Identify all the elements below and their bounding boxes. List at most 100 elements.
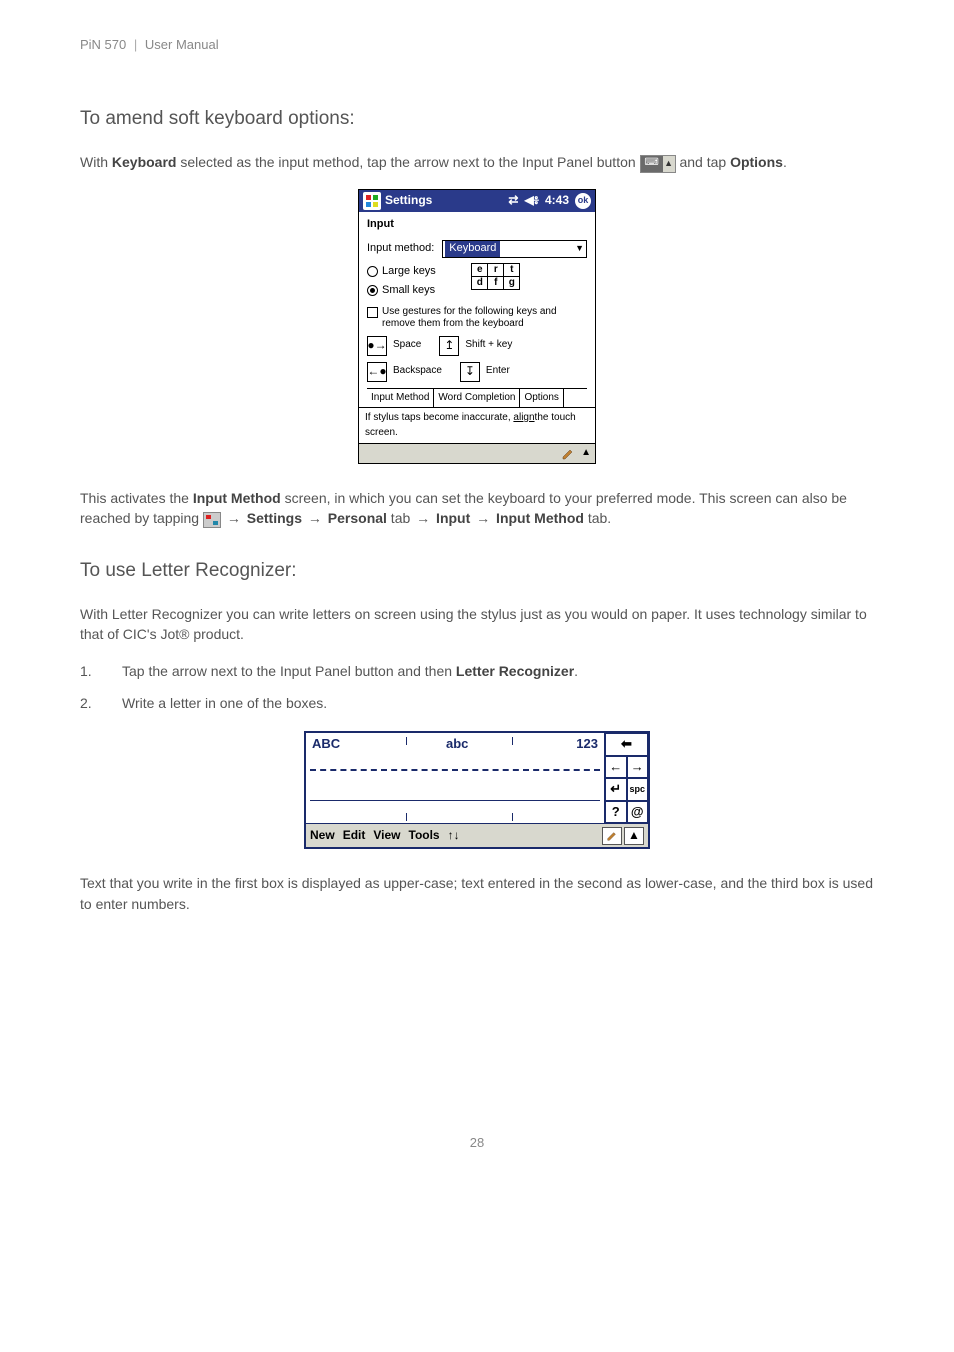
text: . <box>574 663 578 679</box>
input-method-dropdown[interactable]: Keyboard ▼ <box>442 240 587 258</box>
tab-word-completion[interactable]: Word Completion <box>433 388 520 408</box>
zone-label-lowercase: abc <box>446 735 468 754</box>
text: With <box>80 154 112 170</box>
radio-label: Large keys <box>382 264 436 280</box>
pencil-icon[interactable] <box>561 447 575 461</box>
step-text: Write a letter in one of the boxes. <box>122 693 327 713</box>
gesture-space: ●→ Space <box>367 336 421 356</box>
input-method-label: Input method: <box>367 241 434 257</box>
gestures-checkbox[interactable]: Use gestures for the following keys and … <box>367 306 587 330</box>
backspace-button[interactable]: ⬅ <box>605 733 648 756</box>
section2-para-after: Text that you write in the first box is … <box>80 873 874 914</box>
align-link[interactable]: align <box>513 412 534 423</box>
key-cell: r <box>487 263 504 277</box>
settings-word: Settings <box>243 510 306 526</box>
menu-view[interactable]: View <box>373 827 400 844</box>
radio-unchecked-icon <box>367 266 378 277</box>
zone-divider <box>512 813 513 821</box>
gesture-enter: ↧ Enter <box>460 362 510 382</box>
midline <box>310 769 600 771</box>
enter-button[interactable]: ↵ <box>605 778 627 801</box>
page-header: PiN 570 | User Manual <box>80 36 874 55</box>
symbols-button[interactable]: @ <box>627 801 649 824</box>
cursor-left-button[interactable]: ← <box>605 756 627 779</box>
start-icon <box>363 192 381 210</box>
key-cell: f <box>487 276 504 290</box>
footer-note: If stylus taps become inaccurate, alignt… <box>359 407 595 443</box>
settings-screenshot: Settings ⇄ ◀៖ 4:43 ok Input Input method… <box>358 189 596 464</box>
arrow-icon: → <box>225 510 243 526</box>
checkbox-label: Use gestures for the following keys and … <box>382 306 587 330</box>
help-button[interactable]: ? <box>605 801 627 824</box>
gesture-space-icon: ●→ <box>367 336 387 356</box>
doc-title: User Manual <box>145 37 219 52</box>
tab-options[interactable]: Options <box>519 388 563 408</box>
text: Tap the arrow next to the Input Panel bu… <box>122 663 456 679</box>
input-word: Input <box>432 510 474 526</box>
arrow-icon: → <box>306 510 324 526</box>
space-button[interactable]: spc <box>627 778 649 801</box>
tabs-row: Input Method Word Completion Options <box>367 388 587 408</box>
gesture-backspace-icon: ←● <box>367 362 387 382</box>
menu-edit[interactable]: Edit <box>343 827 366 844</box>
key-cell: g <box>503 276 520 290</box>
text: tab. <box>584 510 611 526</box>
menu-new[interactable]: New <box>310 827 335 844</box>
key-cell: d <box>471 276 488 290</box>
gesture-shiftkey: ↥ Shift + key <box>439 336 512 356</box>
gesture-label: Backspace <box>393 364 442 379</box>
titlebar: Settings ⇄ ◀៖ 4:43 ok <box>359 190 595 212</box>
gesture-label: Shift + key <box>465 338 512 353</box>
text: If stylus taps become inaccurate, <box>365 412 513 423</box>
text: and tap <box>676 154 731 170</box>
zone-label-uppercase: ABC <box>312 735 340 754</box>
baseline <box>310 800 600 801</box>
product-name: PiN 570 <box>80 37 126 52</box>
section-title-amend-keyboard: To amend soft keyboard options: <box>80 105 874 133</box>
letter-recognizer-word: Letter Recognizer <box>456 663 574 679</box>
step-text: Tap the arrow next to the Input Panel bu… <box>122 661 578 681</box>
text: selected as the input method, tap the ar… <box>176 154 639 170</box>
radio-checked-icon <box>367 285 378 296</box>
zone-divider <box>406 813 407 821</box>
sip-arrow-icon[interactable]: ▲ <box>581 446 591 461</box>
input-heading: Input <box>359 212 595 236</box>
dropdown-caret-icon: ▼ <box>575 242 584 255</box>
radio-large-keys[interactable]: Large keys <box>367 264 436 280</box>
options-word: Options <box>730 154 783 170</box>
cursor-right-button[interactable]: → <box>627 756 649 779</box>
step-1: 1. Tap the arrow next to the Input Panel… <box>80 661 874 681</box>
radio-label: Small keys <box>382 283 435 299</box>
gesture-label: Enter <box>486 364 510 379</box>
writing-area[interactable]: ABC abc 123 <box>306 733 604 823</box>
input-panel-button-icon: ⌨▲ <box>640 155 676 173</box>
menu-updown-icon[interactable]: ↑↓ <box>448 827 460 844</box>
gesture-backspace: ←● Backspace <box>367 362 442 382</box>
key-preview-grid: e r t d f g <box>472 264 520 290</box>
zone-label-numbers: 123 <box>576 735 598 754</box>
zone-divider <box>512 737 513 745</box>
gesture-label: Space <box>393 338 421 353</box>
ok-button[interactable]: ok <box>575 193 591 209</box>
sip-bar: ▲ <box>359 443 595 463</box>
key-cell: e <box>471 263 488 277</box>
tab-input-method[interactable]: Input Method <box>367 388 434 408</box>
section-title-letter-recognizer: To use Letter Recognizer: <box>80 557 874 585</box>
sip-arrow-button[interactable]: ▲ <box>624 827 644 845</box>
key-cell: t <box>503 263 520 277</box>
gesture-shift-icon: ↥ <box>439 336 459 356</box>
steps-list: 1. Tap the arrow next to the Input Panel… <box>80 661 874 714</box>
radio-small-keys[interactable]: Small keys <box>367 283 436 299</box>
clock-time: 4:43 <box>545 192 569 209</box>
step-number: 1. <box>80 661 122 681</box>
section1-para1: With Keyboard selected as the input meth… <box>80 152 874 172</box>
text: . <box>783 154 787 170</box>
header-sep: | <box>130 37 141 52</box>
step-2: 2. Write a letter in one of the boxes. <box>80 693 874 713</box>
menu-tools[interactable]: Tools <box>409 827 440 844</box>
pencil-tool-button[interactable] <box>602 827 622 845</box>
keyboard-word: Keyboard <box>112 154 177 170</box>
start-menu-icon <box>203 512 221 528</box>
up-arrow-icon: ▲ <box>663 156 675 172</box>
page-number: 28 <box>80 1134 874 1153</box>
